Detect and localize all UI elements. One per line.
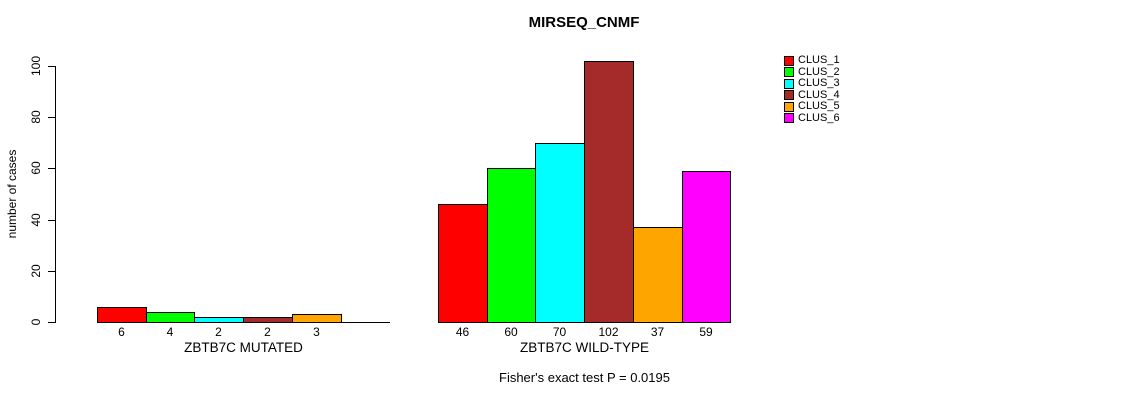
y-axis-tick-100 bbox=[48, 66, 55, 67]
legend-entry-clus_2: CLUS_2 bbox=[784, 65, 840, 79]
bar-value-label: 70 bbox=[552, 325, 567, 339]
bar-value-label: 60 bbox=[504, 325, 518, 339]
y-axis-tick-label-20: 20 bbox=[29, 264, 43, 278]
bar-clus_5-group-0 bbox=[292, 314, 342, 323]
legend-label-clus_2: CLUS_2 bbox=[798, 65, 840, 78]
legend-entry-clus_1: CLUS_1 bbox=[784, 55, 840, 67]
y-axis-line bbox=[55, 66, 56, 323]
chart-title: MIRSEQ_CNMF bbox=[528, 14, 640, 31]
bar-value-label: 37 bbox=[650, 325, 665, 339]
legend-entry-clus_6: CLUS_6 bbox=[784, 111, 840, 125]
bar-value-label: 46 bbox=[455, 325, 470, 339]
legend-entry-clus_3: CLUS_3 bbox=[784, 78, 840, 90]
bar-value-label: 2 bbox=[264, 325, 271, 339]
bar-value-label: 102 bbox=[598, 325, 619, 339]
fisher-test-annotation: Fisher's exact test P = 0.0195 bbox=[499, 370, 670, 385]
bar-clus_5-group-1 bbox=[633, 227, 683, 323]
y-axis-title: number of cases bbox=[5, 149, 19, 239]
legend-swatch-clus_4 bbox=[784, 90, 794, 101]
y-axis-tick-0 bbox=[48, 322, 55, 323]
legend-swatch-clus_6 bbox=[784, 113, 794, 124]
bar-clus_3-group-1 bbox=[535, 143, 585, 323]
bar-clus_2-group-1 bbox=[487, 168, 536, 323]
x-axis-label-mutated: ZBTB7C MUTATED bbox=[184, 340, 303, 355]
y-axis-tick-label-40: 40 bbox=[29, 213, 43, 227]
legend-entry-clus_4: CLUS_4 bbox=[784, 88, 840, 102]
bar-clus_1-group-0 bbox=[97, 307, 147, 323]
y-axis-tick-80 bbox=[48, 117, 55, 118]
bar-value-label: 59 bbox=[699, 325, 713, 339]
legend-label-clus_5: CLUS_5 bbox=[798, 100, 840, 113]
bar-value-label: 4 bbox=[166, 325, 174, 339]
legend: CLUS_1 CLUS_2 CLUS_3 CLUS_4 CLUS_5 CLUS_6 bbox=[784, 55, 840, 124]
legend-label-clus_3: CLUS_3 bbox=[798, 77, 840, 90]
bar-clus_2-group-0 bbox=[146, 312, 195, 323]
y-axis-tick-label-0: 0 bbox=[29, 318, 43, 326]
y-axis-tick-label-80: 80 bbox=[29, 110, 43, 124]
y-axis-tick-label-100: 100 bbox=[29, 55, 43, 77]
bar-value-label: 6 bbox=[118, 325, 125, 339]
bar-clus_1-group-1 bbox=[438, 204, 488, 323]
y-axis-tick-40 bbox=[48, 220, 55, 221]
legend-label-clus_6: CLUS_6 bbox=[798, 111, 840, 124]
legend-entry-clus_5: CLUS_5 bbox=[784, 101, 840, 113]
bar-clus_4-group-1 bbox=[584, 61, 634, 323]
legend-swatch-clus_2 bbox=[784, 67, 794, 78]
legend-label-clus_1: CLUS_1 bbox=[798, 54, 840, 67]
y-axis-tick-20 bbox=[48, 271, 55, 272]
x-axis-label-wildtype: ZBTB7C WILD-TYPE bbox=[519, 340, 649, 355]
y-axis-tick-60 bbox=[48, 168, 55, 169]
bar-clus_4-group-0 bbox=[243, 317, 293, 323]
bar-clus_6-group-1 bbox=[682, 171, 731, 323]
legend-swatch-clus_3 bbox=[784, 78, 794, 89]
y-axis-tick-label-60: 60 bbox=[29, 161, 43, 175]
bar-value-label: 2 bbox=[215, 325, 222, 339]
legend-swatch-clus_5 bbox=[784, 101, 794, 112]
legend-swatch-clus_1 bbox=[784, 55, 794, 66]
legend-label-clus_4: CLUS_4 bbox=[798, 88, 840, 101]
bar-value-label: 3 bbox=[313, 325, 320, 339]
bar-clus_3-group-0 bbox=[194, 317, 244, 323]
